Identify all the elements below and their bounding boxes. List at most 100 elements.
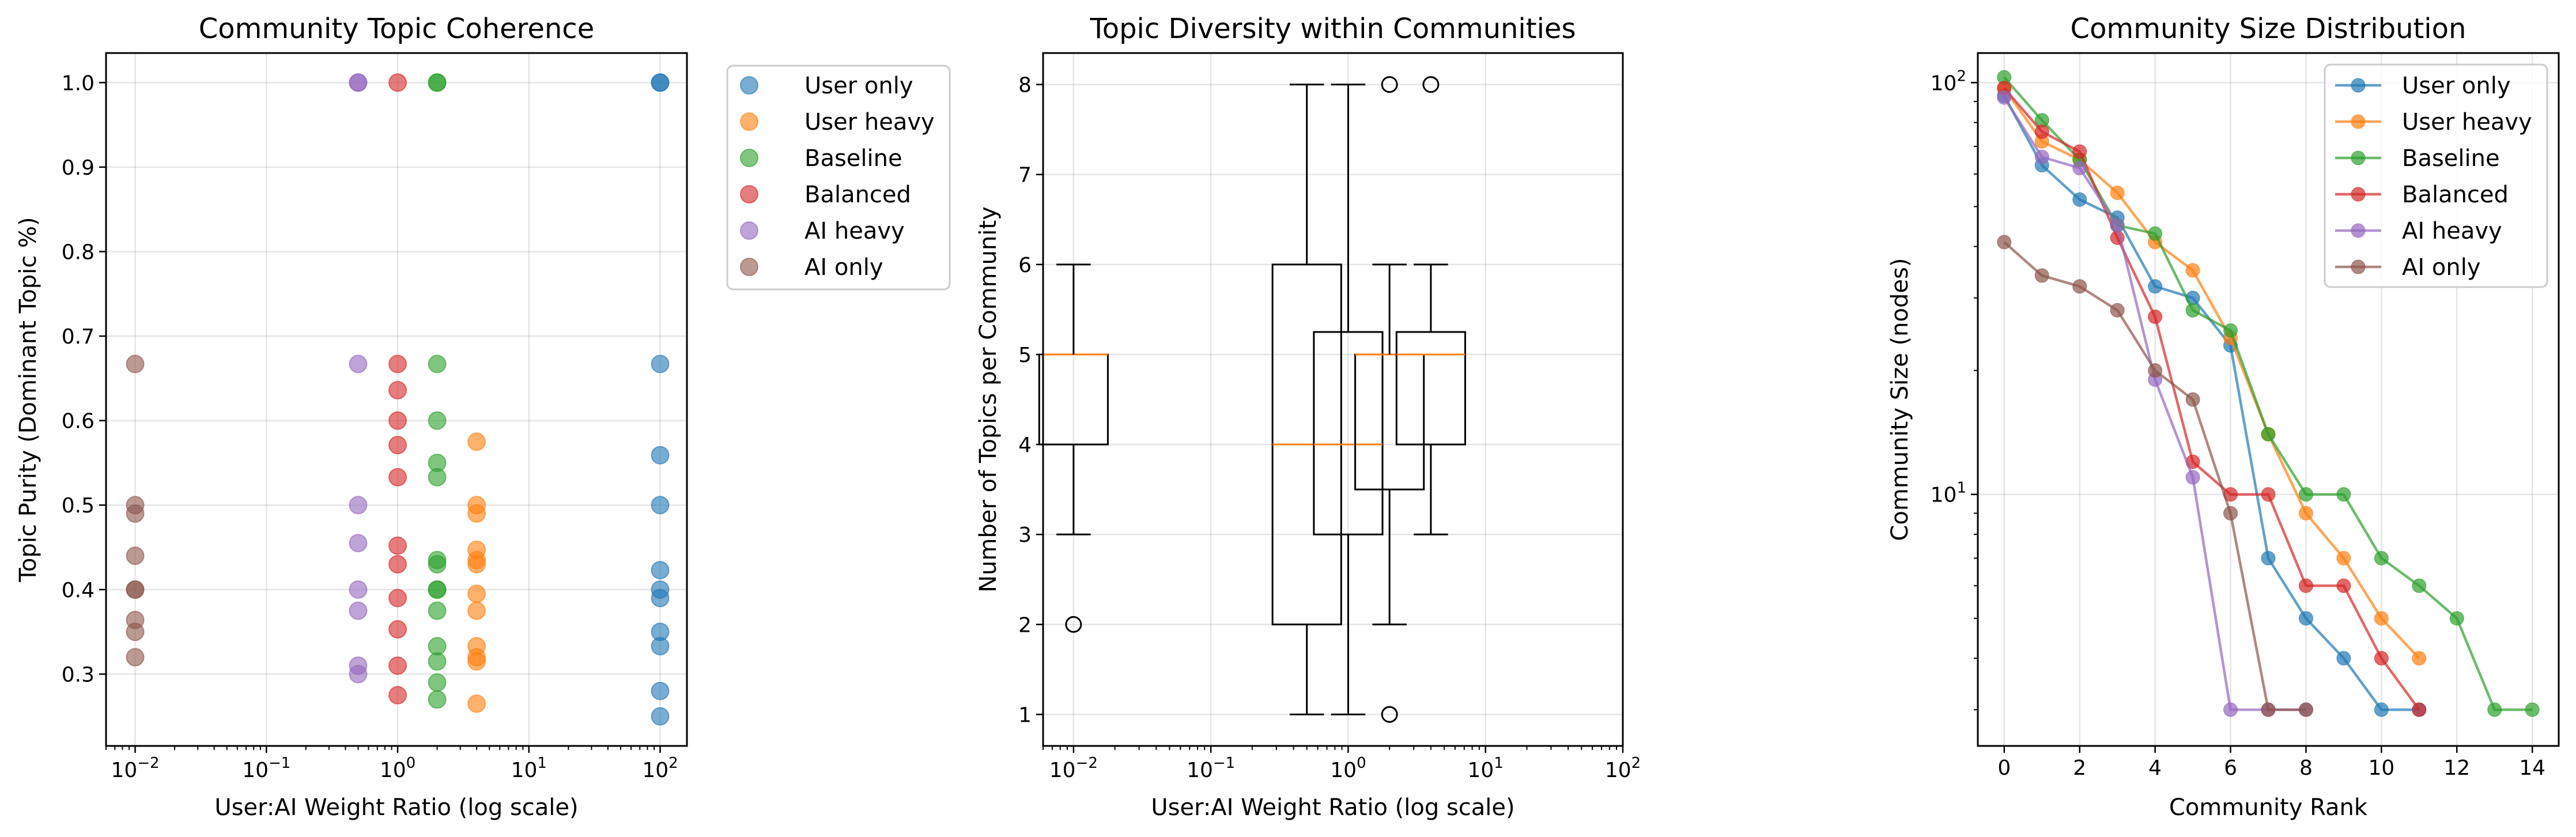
size-series-point: [2261, 427, 2276, 442]
size-legend-label: AI heavy: [2402, 218, 2502, 244]
size-series-point: [2034, 124, 2049, 139]
size-legend: User only User heavy Baseline Balanced AI he…: [2324, 63, 2548, 288]
scatter-point: [467, 694, 486, 713]
size-series-point: [2298, 487, 2313, 502]
scatter-x-axis-label: User:AI Weight Ratio (log scale): [214, 794, 578, 821]
scatter-point: [388, 73, 407, 92]
scatter-y-tick-label: 0.3: [62, 663, 95, 687]
scatter-point: [349, 73, 368, 92]
scatter-y-tick-label: 0.9: [62, 156, 95, 180]
size-y-axis-label: Community Size (nodes): [1887, 258, 1913, 541]
size-legend-marker: [2351, 114, 2366, 129]
size-series-point: [2148, 310, 2163, 325]
scatter-x-tick-label: 102: [642, 755, 678, 782]
size-series-point: [2412, 651, 2427, 666]
scatter-x-tick-label-exponent: 0: [406, 755, 416, 772]
size-series-point: [2148, 363, 2163, 378]
scatter-x-tick-label-base: 10: [380, 759, 406, 782]
size-legend-marker: [2351, 187, 2366, 202]
scatter-point: [388, 656, 407, 675]
scatter-x-tick-label: 10−2: [111, 755, 159, 782]
scatter-x-tick-label: 10−1: [242, 755, 290, 782]
size-series-point: [2072, 279, 2087, 294]
boxplot-x-tick-label: 10−1: [1187, 755, 1235, 782]
size-series-point: [2412, 702, 2427, 717]
boxplot-y-ticks: 1 2 3 4 5 6 7 8: [1018, 74, 1043, 727]
size-series-point: [2110, 186, 2125, 201]
scatter-x-tick-label: 100: [380, 755, 416, 782]
boxplot-title: Topic Diversity within Communities: [1090, 13, 1576, 45]
scatter-point: [349, 355, 368, 374]
size-legend-label: User heavy: [2402, 109, 2532, 135]
scatter-x-tick-label-exponent: 1: [537, 755, 547, 772]
scatter-legend-label: Balanced: [804, 182, 911, 208]
scatter-point: [388, 589, 407, 608]
scatter-x-tick-label-base: 10: [242, 759, 269, 782]
scatter-y-tick-label: 0.5: [62, 494, 95, 518]
boxplot-x-tick-label-exponent: −2: [1076, 755, 1098, 772]
scatter-y-tick-label: 1.0: [62, 71, 95, 95]
scatter-legend-marker: [740, 185, 758, 203]
scatter-point: [467, 601, 486, 620]
size-series-point: [2336, 578, 2351, 593]
size-series-point: [2298, 702, 2313, 717]
scatter-point: [651, 73, 670, 92]
size-y-tick-label-exponent: 1: [1956, 480, 1966, 497]
scatter-x-tick-label-exponent: −2: [137, 755, 159, 772]
size-series-point: [2072, 192, 2087, 207]
size-series-point: [2223, 702, 2238, 717]
scatter-x-ticks: 10−2 10−1 100 101 102: [105, 746, 678, 782]
scatter-legend-frame: [726, 65, 951, 291]
scatter-point: [388, 555, 407, 574]
size-y-tick-label-base: 10: [1931, 71, 1957, 95]
scatter-point: [467, 555, 486, 574]
boxplot-x-tick-label-base: 10: [1605, 759, 1631, 782]
boxplot-y-tick-label: 8: [1018, 74, 1032, 97]
scatter-point: [651, 355, 670, 374]
boxplot-flier: [1381, 76, 1398, 93]
size-series-point: [2072, 144, 2087, 159]
scatter-point: [388, 467, 407, 487]
scatter-x-tick-label-exponent: 2: [668, 755, 678, 772]
scatter-legend-label: Baseline: [804, 145, 902, 172]
scatter-point: [428, 601, 447, 620]
size-series-point: [2374, 702, 2389, 717]
scatter-point: [388, 686, 407, 705]
size-series-point: [1997, 235, 2012, 250]
boxplot-x-tick-label: 101: [1468, 755, 1504, 782]
scatter-point: [467, 652, 486, 671]
scatter-point: [349, 496, 368, 515]
boxplot-box: [1354, 353, 1425, 491]
boxplot-x-tick-label-base: 10: [1468, 759, 1494, 782]
boxplot-y-tick-label: 7: [1018, 164, 1032, 187]
boxplot-x-ticks: 10−2 10−1 100 101 102: [1043, 746, 1641, 782]
scatter-legend-label: AI only: [804, 254, 883, 281]
size-series-point: [2223, 323, 2238, 338]
boxplot-box: [1395, 331, 1466, 446]
size-x-tick-label: 14: [2519, 756, 2545, 780]
scatter-y-tick-label: 0.7: [62, 325, 95, 349]
size-legend-marker: [2351, 78, 2366, 93]
scatter-legend-marker: [740, 258, 758, 276]
size-series-point: [2412, 578, 2427, 593]
scatter-point: [467, 432, 486, 451]
scatter-legend-label: User only: [804, 73, 913, 99]
boxplot-x-tick-label-exponent: 1: [1494, 755, 1504, 772]
boxplot-boxes: [1038, 76, 1466, 723]
size-series-point: [2148, 279, 2163, 294]
size-series-point: [2185, 263, 2200, 278]
size-series-point: [2034, 268, 2049, 283]
scatter-point: [126, 355, 145, 374]
size-x-axis-label: Community Rank: [2169, 794, 2368, 821]
boxplot-box-group: [1313, 84, 1384, 715]
size-series-point: [2374, 611, 2389, 626]
size-series-point: [2336, 487, 2351, 502]
scatter-point: [651, 589, 670, 608]
size-y-tick-label-exponent: 2: [1956, 67, 1966, 85]
size-lines: [1997, 70, 2540, 717]
scatter-points: [126, 73, 670, 726]
size-series-point: [2336, 651, 2351, 666]
boxplot-x-tick-label-base: 10: [1187, 759, 1213, 782]
scatter-point: [651, 561, 670, 580]
